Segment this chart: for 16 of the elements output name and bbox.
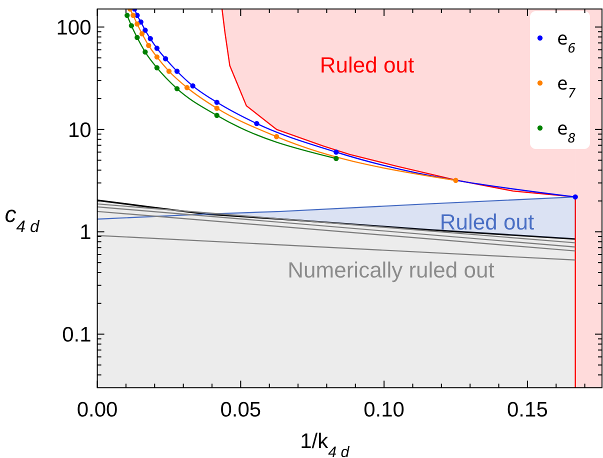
annotation: Ruled out (440, 210, 534, 235)
x-tick-label: 0.10 (364, 398, 404, 422)
y-tick-label: 1 (80, 221, 92, 244)
y-tick-label: 10 (68, 118, 92, 142)
x-tick-label: 0.15 (507, 398, 548, 422)
x-axis-title: 1/k$_{4 d}$ (300, 430, 350, 458)
annotation: Numerically ruled out (288, 258, 494, 283)
x-tick-label: 0.00 (76, 398, 118, 422)
legend-label: e$_{6}$ (557, 28, 576, 56)
x-tick-label: 0.05 (220, 398, 262, 422)
y-axis-title: c$_{4 d}$ (4, 201, 40, 236)
legend-label: e$_{8}$ (557, 118, 576, 146)
y-tick-label: 0.1 (62, 324, 92, 347)
annotation: Ruled out (320, 52, 414, 78)
legend-label: e$_{7}$ (557, 73, 576, 101)
y-tick-label: 100 (56, 16, 92, 40)
